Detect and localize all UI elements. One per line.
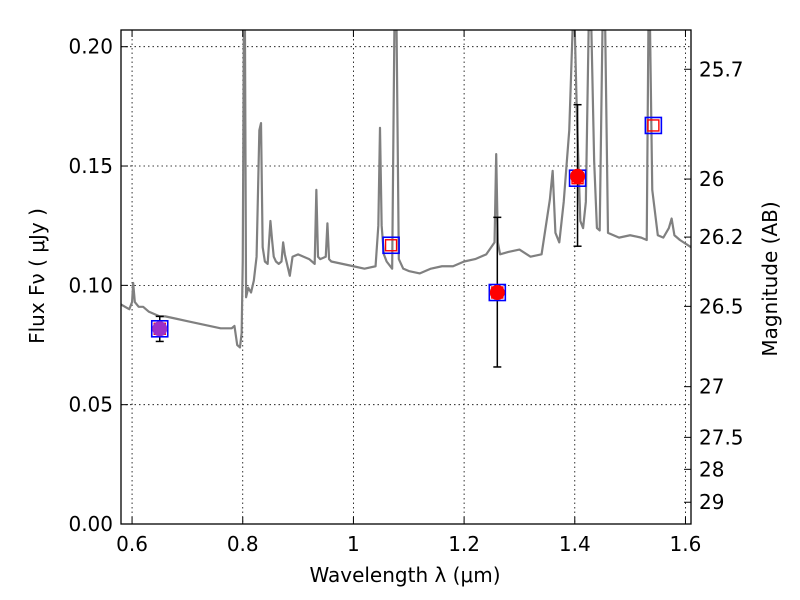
y2-tick-label: 27.5 [699, 425, 744, 449]
model-square-outer [488, 283, 507, 302]
spectrum-line [121, 30, 691, 349]
x-tick-label: 0.8 [227, 532, 259, 556]
y-tick-label: 0.00 [68, 512, 113, 536]
x-tick-label: 1.2 [448, 532, 480, 556]
y-axis-title: Flux Fν ( μJy ) [25, 208, 49, 344]
x-axis-ticks: 0.6 0.8 1 1.2 1.4 1.6 [116, 30, 701, 556]
model-square-outer [382, 236, 400, 255]
model-square-inner [647, 119, 660, 132]
observed-photometry-points [152, 168, 586, 337]
y2-tick-label: 29 [699, 490, 724, 514]
data-point [570, 168, 586, 184]
y-axis-ticks: 0.00 0.05 0.10 0.15 0.20 [68, 35, 128, 536]
x-tick-label: 1 [347, 532, 360, 556]
y-tick-label: 0.10 [68, 273, 113, 297]
x-tick-label: 1.6 [670, 532, 702, 556]
model-square-outer [644, 116, 663, 135]
y2-tick-label: 27 [699, 375, 724, 399]
y2-tick-label: 25.7 [699, 57, 744, 81]
model-square-outer [150, 319, 169, 338]
x-tick-label: 1.4 [559, 532, 591, 556]
model-square-inner [384, 239, 398, 252]
model-spectrum [121, 30, 691, 349]
data-point [152, 321, 168, 337]
y-tick-label: 0.05 [68, 393, 113, 417]
y2-axis-ticks: 25.7 26 26.2 26.5 27 27.5 28 29 [684, 57, 744, 514]
data-point [489, 285, 505, 301]
y2-axis-title: Magnitude (AB) [758, 201, 782, 356]
model-photometry-squares [150, 116, 663, 338]
y-tick-label: 0.15 [68, 154, 113, 178]
y2-tick-label: 26.2 [699, 225, 744, 249]
plot-frame [120, 29, 692, 525]
y2-tick-label: 28 [699, 457, 724, 481]
y-tick-label: 0.20 [68, 35, 113, 59]
y2-tick-label: 26 [699, 167, 724, 191]
plot-border [120, 29, 692, 525]
x-axis-title: Wavelength λ (μm) [309, 563, 500, 587]
x-tick-label: 0.6 [116, 532, 148, 556]
y2-tick-label: 26.5 [699, 294, 744, 318]
